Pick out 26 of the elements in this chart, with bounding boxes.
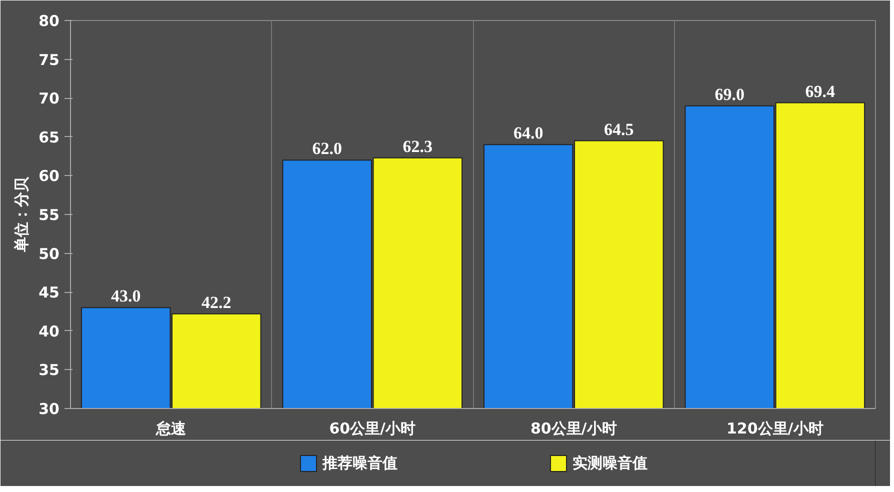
data-label: 62.0 — [312, 139, 342, 158]
x-tick-label: 80公里/小时 — [530, 420, 617, 438]
data-label: 64.0 — [513, 124, 544, 143]
x-tick-label: 怠速 — [155, 420, 188, 438]
x-tick-label: 120公里/小时 — [726, 420, 824, 438]
y-tick-label: 60 — [38, 167, 60, 186]
data-label: 69.0 — [714, 84, 744, 104]
data-label: 62.3 — [402, 136, 433, 156]
y-tick-label: 50 — [38, 244, 60, 263]
legend-label: 实测噪音值 — [572, 454, 648, 472]
y-axis-title: 单位：分贝 — [12, 176, 31, 253]
legend-label: 推荐噪音值 — [322, 454, 398, 472]
data-label: 69.4 — [805, 82, 836, 101]
y-tick-label: 35 — [38, 361, 60, 380]
data-label: 43.0 — [110, 286, 141, 306]
data-label: 42.2 — [202, 292, 232, 312]
y-tick-label: 45 — [38, 284, 60, 302]
y-tick-label: 80 — [38, 12, 60, 30]
y-tick-label: 30 — [38, 400, 60, 418]
data-label: 64.5 — [604, 120, 634, 139]
y-tick-label: 40 — [38, 322, 60, 340]
x-tick-label: 60公里/小时 — [329, 420, 416, 438]
y-tick-label: 70 — [38, 90, 60, 108]
y-tick-label: 75 — [38, 50, 60, 69]
y-tick-label: 65 — [38, 128, 60, 146]
y-tick-label: 55 — [38, 206, 60, 224]
